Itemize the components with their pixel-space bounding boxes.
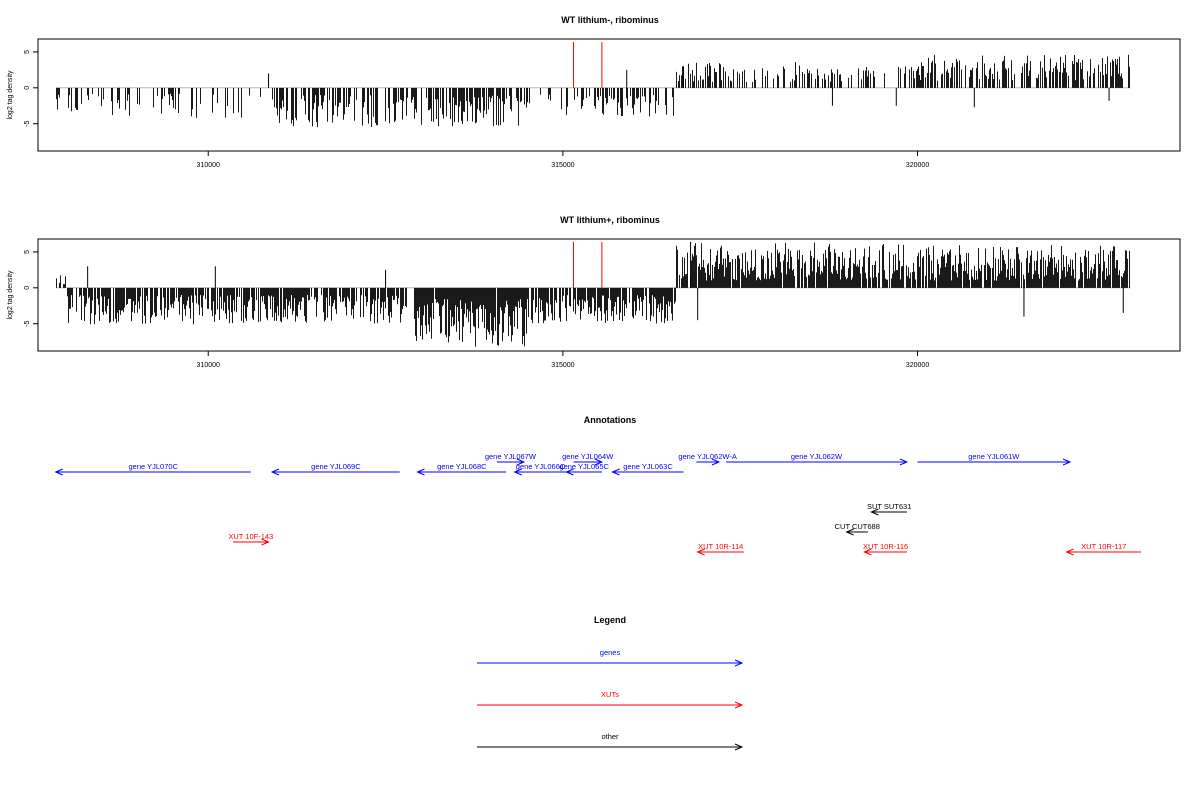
- feature-arrow: [1065, 548, 1141, 556]
- feature-label: gene YJL062W-A: [678, 452, 737, 461]
- feature-label: gene YJL061W: [968, 452, 1020, 461]
- panel-2-ylabel: log2 tag density: [7, 270, 14, 320]
- panel-1-signal: [55, 42, 1131, 128]
- feature-arrow: [565, 468, 602, 476]
- legend-panel: Legend genes XUTs other: [477, 615, 744, 751]
- panel-1-title: WT lithium-, ribominus: [561, 15, 659, 25]
- legend-arrow: [477, 659, 744, 667]
- feature-label: gene YJL068C: [437, 462, 487, 471]
- feature-label: gene YJL065C: [559, 462, 609, 471]
- x-tick-label: 315000: [551, 162, 574, 169]
- feature-arrow: [233, 538, 270, 546]
- annotation-features: gene YJL070C gene YJL069C gene YJL068Cgene…: [54, 452, 1141, 556]
- panel-lithium-minus: WT lithium-, ribominus 310000 315000 32000…: [7, 15, 1181, 169]
- feature-arrow: [496, 458, 526, 466]
- x-tick-label: 320000: [906, 162, 929, 169]
- feature-label: SUT SUT631: [867, 502, 911, 511]
- legend-label: XUTs: [601, 690, 619, 699]
- y-tick-label: 0: [24, 286, 31, 290]
- feature-label: gene YJL070C: [129, 462, 179, 471]
- panel-2-title: WT lithium+, ribominus: [560, 215, 660, 225]
- panel-lithium-plus: WT lithium+, ribominus 310000 315000 32000…: [7, 215, 1181, 369]
- feature-arrow: [696, 458, 721, 466]
- legend-arrow: [477, 701, 744, 709]
- x-tick-label: 315000: [551, 362, 574, 369]
- x-tick-label: 320000: [906, 362, 929, 369]
- y-tick-label: 0: [24, 86, 31, 90]
- feature-label: XUT 10F-143: [228, 532, 273, 541]
- panel-1-axes: 310000 315000 320000 5 0 -5: [24, 50, 929, 169]
- x-tick-label: 310000: [197, 362, 220, 369]
- y-tick-label: 5: [24, 250, 31, 254]
- legend-label: other: [601, 732, 619, 741]
- feature-arrow: [696, 548, 744, 556]
- feature-label: gene YJL062W: [791, 452, 843, 461]
- annotations-title: Annotations: [584, 415, 637, 425]
- feature-label: XUT 10R-114: [698, 542, 743, 551]
- panel-2-axes: 310000 315000 320000 5 0 -5: [24, 250, 929, 369]
- annotations-panel: Annotations gene YJL070C gene YJL069C gene…: [54, 415, 1141, 556]
- feature-label: gene YJL066C: [516, 462, 566, 471]
- feature-label: XUT 10R-116: [863, 542, 908, 551]
- feature-label: gene YJL064W: [562, 452, 614, 461]
- feature-arrow: [917, 458, 1072, 466]
- y-tick-label: 5: [24, 50, 31, 54]
- legend-label: genes: [600, 648, 621, 657]
- feature-arrow: [726, 458, 909, 466]
- feature-arrow: [270, 468, 400, 476]
- feature-label: gene YJL069C: [311, 462, 361, 471]
- feature-arrow: [54, 468, 251, 476]
- feature-label: XUT 10R-117: [1081, 542, 1126, 551]
- y-tick-label: -5: [24, 321, 31, 327]
- legend-entries: genes XUTs other: [477, 648, 744, 751]
- feature-arrow: [513, 468, 567, 476]
- x-tick-label: 310000: [197, 162, 220, 169]
- feature-arrow: [845, 528, 868, 536]
- feature-label: CUT CUT688: [835, 522, 880, 531]
- y-tick-label: -5: [24, 121, 31, 127]
- legend-arrow: [477, 743, 744, 751]
- feature-arrow: [611, 468, 684, 476]
- panel-2-signal: [55, 241, 1131, 347]
- feature-arrow: [573, 458, 604, 466]
- feature-arrow: [870, 508, 907, 516]
- feature-label: gene YJL067W: [485, 452, 537, 461]
- feature-arrow: [863, 548, 907, 556]
- legend-title: Legend: [594, 615, 626, 625]
- panel-2-frame: [37, 238, 1181, 352]
- panel-1-ylabel: log2 tag density: [7, 70, 14, 120]
- panel-1-frame: [37, 38, 1181, 152]
- feature-label: gene YJL063C: [623, 462, 673, 471]
- feature-arrow: [416, 468, 507, 476]
